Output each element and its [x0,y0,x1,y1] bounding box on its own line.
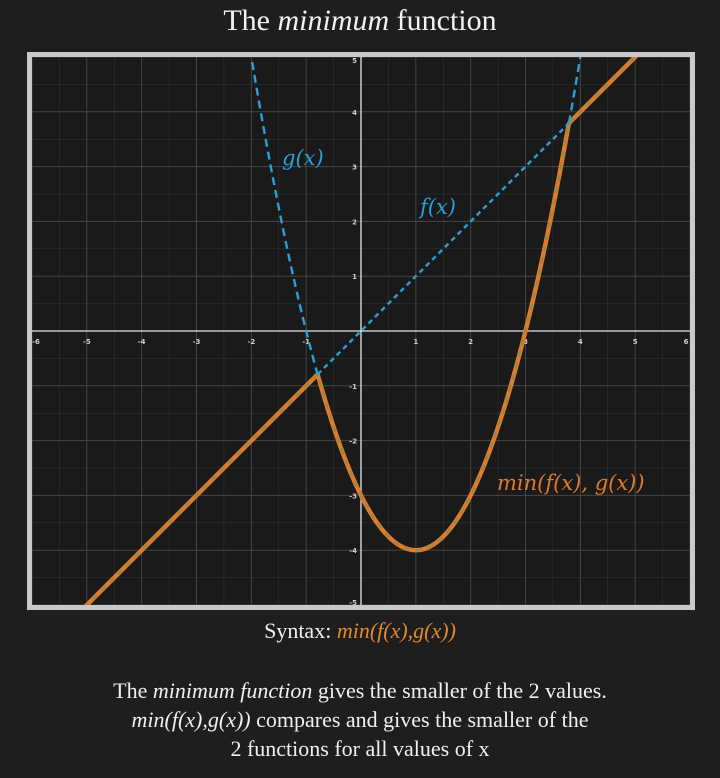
y-tick-label: 3 [352,164,357,172]
y-tick-label: 5 [352,57,357,65]
description-line-2: min(f(x),g(x)) compares and gives the sm… [0,705,720,734]
y-tick-label: -3 [349,492,357,500]
desc-line2-suffix: compares and gives the smaller of the [250,707,589,732]
x-tick-label: 2 [468,338,473,346]
series-g-right-line [567,57,582,124]
annotation-f: f(x) [418,195,456,219]
desc-line1-italic: minimum function [152,678,313,703]
annotation-min: min(f(x), g(x)) [497,471,645,495]
y-tick-label: -2 [349,438,357,446]
series-min-dash-overlay [85,57,637,605]
y-tick-label: 2 [352,218,357,226]
syntax-label: Syntax: [264,618,337,643]
x-tick-label: 3 [523,338,528,346]
description-line-1: The minimum function gives the smaller o… [0,676,720,705]
x-tick-label: -6 [32,338,40,346]
x-tick-label: -5 [83,338,91,346]
chart-title: The minimum function [0,4,720,38]
y-tick-label: -1 [349,383,357,391]
desc-line2-italic: min(f(x),g(x)) [131,707,251,732]
x-tick-label: 6 [684,338,689,346]
x-tick-label: 5 [633,338,638,346]
desc-line3: 2 functions for all values of x [230,736,490,761]
syntax-caption: Syntax: min(f(x),g(x)) [0,618,720,644]
title-prefix: The [223,4,278,37]
y-tick-label: -4 [349,547,357,555]
syntax-expression: min(f(x),g(x)) [336,618,456,643]
x-tick-label: -4 [138,338,146,346]
x-tick-label: -3 [193,338,201,346]
description-line-3: 2 functions for all values of x [0,734,720,763]
y-tick-label: 4 [352,109,357,117]
title-italic: minimum [277,4,390,37]
y-tick-label: 1 [352,273,357,281]
title-suffix: function [389,4,497,37]
x-tick-label: 4 [578,338,583,346]
y-tick-label: -5 [349,599,357,605]
plot-frame: -6 -5 -4 -3 -2 -1 1 2 3 4 5 6 -5 -4 -3 -2 -1 1 2 3 4 5 g(x) f(x… [27,52,695,610]
desc-line1-suffix: gives the smaller of the 2 values. [312,678,607,703]
desc-line1-prefix: The [113,678,153,703]
x-tick-label: -1 [302,338,310,346]
x-tick-label: 1 [413,338,418,346]
x-tick-label: -2 [247,338,255,346]
plot-area: -6 -5 -4 -3 -2 -1 1 2 3 4 5 6 -5 -4 -3 -2 -1 1 2 3 4 5 g(x) f(x… [32,57,690,605]
annotation-g: g(x) [282,146,324,170]
series-g-left-line [250,57,319,375]
